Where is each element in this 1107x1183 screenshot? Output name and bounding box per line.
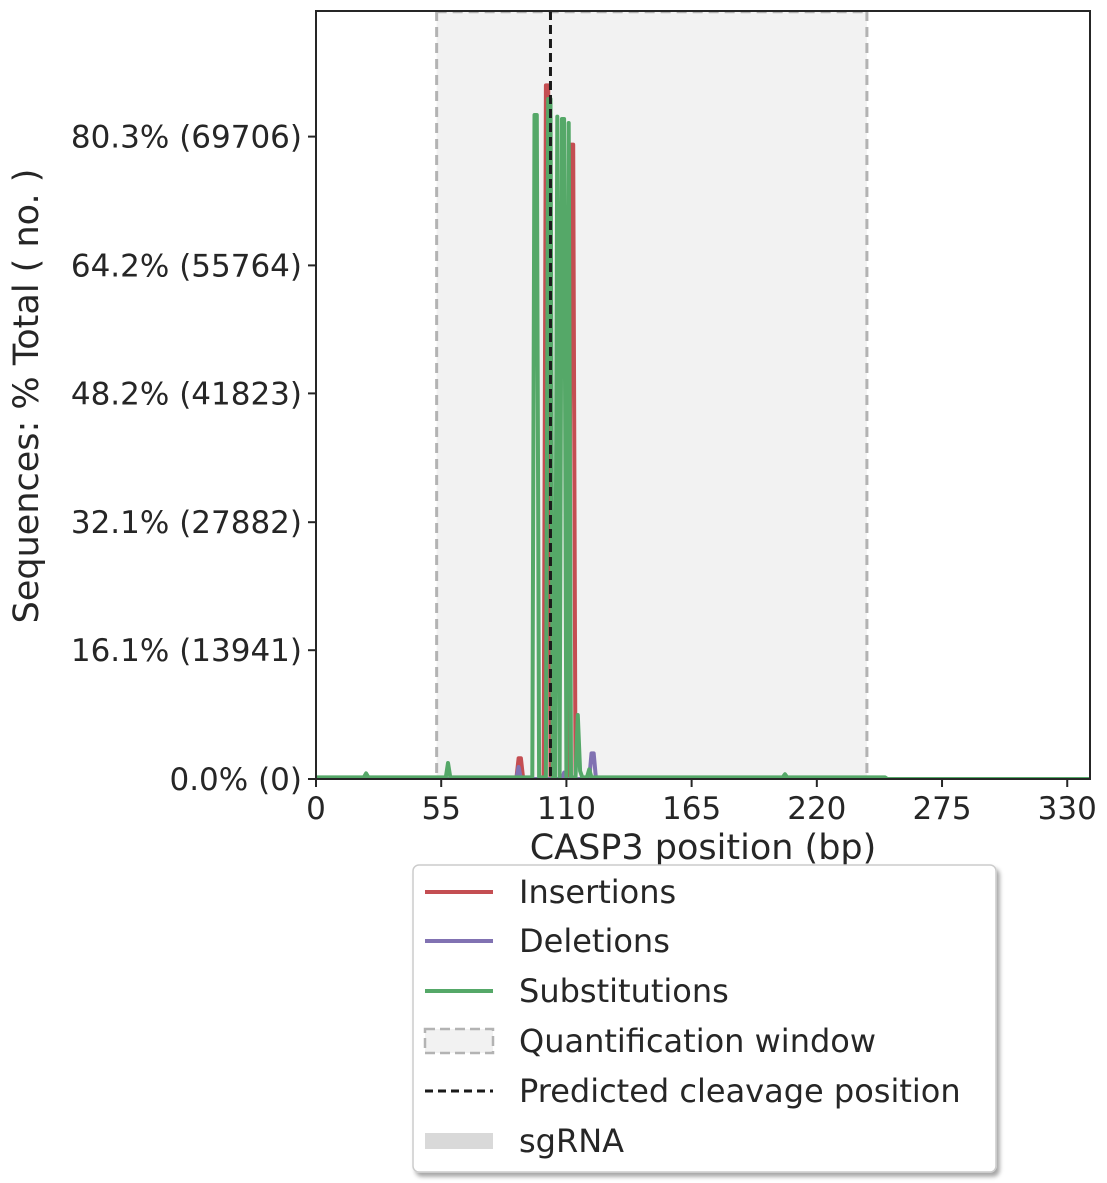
legend-deletions-label: Deletions <box>519 922 670 960</box>
series-substitutions-line <box>316 97 1090 779</box>
y-tick-label: 16.1% (13941) <box>71 633 302 669</box>
x-tick-label: 330 <box>1038 791 1097 827</box>
legend-quantification-window-label: Quantification window <box>519 1022 876 1060</box>
x-tick-label: 0 <box>306 791 326 827</box>
legend-cleavage-label: Predicted cleavage position <box>519 1072 961 1110</box>
plot-frame <box>315 10 1091 780</box>
legend-insertions-label: Insertions <box>519 873 676 911</box>
x-axis: 0 55 110 165 220 275 330 <box>306 779 1097 827</box>
x-tick-label: 55 <box>421 791 460 827</box>
legend-substitutions-label: Substitutions <box>519 972 729 1010</box>
x-tick-label: 275 <box>912 791 971 827</box>
legend-quantification-window-swatch <box>423 1027 495 1055</box>
y-axis-title: Sequences: % Total ( no. ) <box>7 169 47 624</box>
x-axis-title: CASP3 position (bp) <box>530 828 877 868</box>
y-tick-label: 48.2% (41823) <box>71 376 302 412</box>
x-tick-label: 165 <box>662 791 721 827</box>
y-tick-label: 80.3% (69706) <box>71 120 302 156</box>
legend-sgrna-label: sgRNA <box>519 1122 624 1160</box>
legend: Insertions Deletions Substitutions Quant… <box>412 864 997 1173</box>
series-layer <box>316 83 1090 779</box>
y-tick-label: 0.0% (0) <box>169 762 302 798</box>
legend-box <box>412 864 997 1173</box>
y-tick-label: 32.1% (27882) <box>71 505 302 541</box>
quantification-window-band <box>436 11 867 779</box>
plot-background <box>435 10 869 779</box>
legend-sgrna-swatch <box>425 1133 493 1149</box>
x-tick-label: 110 <box>537 791 596 827</box>
y-axis: 0.0% (0) 16.1% (13941) 32.1% (27882) 48.2% … <box>71 120 316 798</box>
x-tick-label: 220 <box>787 791 846 827</box>
series-insertions-line <box>316 83 1090 779</box>
y-tick-label: 64.2% (55764) <box>71 248 302 284</box>
